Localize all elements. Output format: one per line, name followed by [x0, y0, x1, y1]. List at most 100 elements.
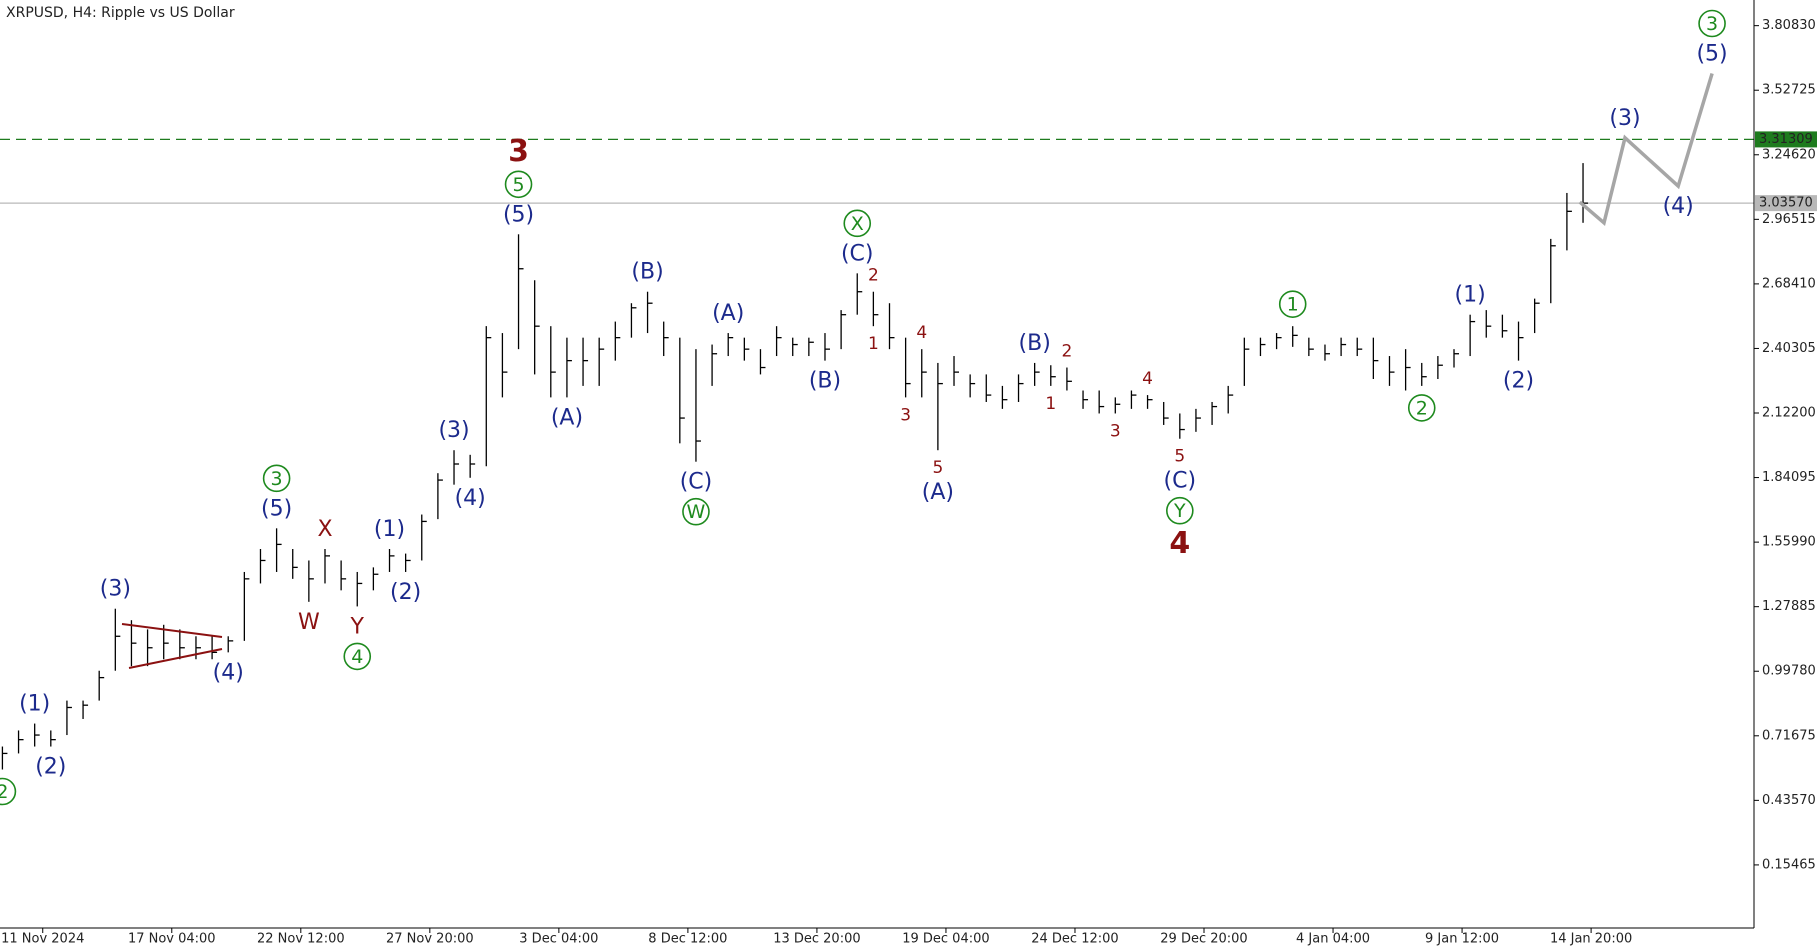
wave-circle: [343, 642, 372, 671]
y-tick-label: 1.55990: [1762, 535, 1816, 550]
wave-label: 1: [1287, 294, 1299, 316]
wave-label: (A): [922, 480, 954, 505]
wave-circle: [843, 209, 872, 238]
price-level-box: [1755, 195, 1817, 212]
x-tick-label: 3 Dec 04:00: [519, 932, 598, 947]
wave-label: (C): [680, 470, 713, 495]
wave-label: (4): [1663, 194, 1694, 219]
wave-label: (5): [1696, 42, 1727, 67]
wave-circle: [1698, 9, 1726, 38]
wave-label: (5): [503, 202, 534, 227]
y-tick-label: 2.12200: [1762, 406, 1816, 421]
wave-label: 2: [1062, 342, 1073, 362]
y-tick-label: 0.43570: [1762, 793, 1816, 808]
wave-label: Y: [350, 614, 365, 639]
forecast-line: [1578, 72, 1714, 226]
x-tick-label: 9 Jan 12:00: [1425, 932, 1499, 947]
wave-circle: [262, 464, 291, 493]
wave-label: (1): [374, 517, 405, 542]
wave-label: 3: [1706, 13, 1718, 35]
wave-label: (3): [1609, 106, 1640, 131]
price-level-box: [1755, 131, 1817, 148]
wave-label: 3: [900, 405, 911, 425]
wave-circle: [504, 170, 533, 199]
levels-layer: [0, 138, 1754, 204]
wave-label: 4: [351, 646, 363, 668]
y-tick-label: 0.71675: [1762, 728, 1816, 743]
wave-circle: [682, 497, 710, 526]
wave-label: 3: [508, 134, 529, 169]
wave-label: (A): [712, 301, 744, 326]
x-tick-label: 24 Dec 12:00: [1031, 932, 1118, 947]
wave-label: 3: [1110, 421, 1121, 441]
chart-title: XRPUSD, H4: Ripple vs US Dollar: [6, 5, 235, 21]
y-tick-label: 2.68410: [1762, 276, 1816, 291]
y-tick-label: 3.52725: [1762, 83, 1816, 98]
wave-label: 4: [916, 323, 927, 343]
x-tick-label: 22 Nov 12:00: [257, 932, 345, 947]
wave-label: (4): [213, 660, 244, 685]
wave-label: 2: [868, 266, 879, 286]
x-tick-label: 17 Nov 04:00: [128, 932, 216, 947]
wave-label: (1): [1455, 283, 1486, 308]
wave-label: 1: [1045, 394, 1056, 414]
wave-label: X: [851, 213, 864, 235]
wave-label: 4: [1169, 526, 1190, 561]
wave-label: 2: [1416, 397, 1428, 419]
wave-label: (B): [1019, 331, 1051, 356]
x-tick-label: 13 Dec 20:00: [773, 932, 860, 947]
x-tick-label: 4 Jan 04:00: [1296, 932, 1370, 947]
wave-label: 3: [271, 468, 283, 490]
y-tick-label: 1.27885: [1762, 599, 1816, 614]
triangle-line: [128, 648, 223, 669]
price-level-label: 3.31309: [1759, 132, 1813, 147]
x-tick-label: 19 Dec 04:00: [902, 932, 989, 947]
x-tick-label: 11 Nov 2024: [1, 932, 84, 947]
wave-label: (3): [100, 577, 131, 602]
y-tick-label: 0.99780: [1762, 664, 1816, 679]
labels-layer: 3.80830 3.52725 3.24620 2.96515 2.68410 2.403…: [0, 9, 1817, 947]
wave-label: (5): [261, 496, 292, 521]
wave-label: (1): [19, 692, 50, 717]
wave-label: 1: [868, 334, 879, 354]
y-tick-label: 3.80830: [1762, 18, 1816, 33]
triangle-line: [121, 623, 223, 638]
wave-label: (B): [631, 260, 663, 285]
wave-label: (B): [809, 369, 841, 394]
wave-label: (C): [1164, 469, 1197, 494]
wave-label: (4): [455, 486, 486, 511]
wave-label: 5: [1174, 447, 1185, 467]
x-tick-label: 8 Dec 12:00: [648, 932, 727, 947]
wave-circle: [1278, 290, 1307, 318]
wave-label: 4: [1142, 369, 1153, 389]
wave-circle: [1166, 496, 1194, 525]
wave-label: 2: [0, 781, 8, 803]
wave-label: (C): [841, 241, 874, 266]
y-tick-label: 2.96515: [1762, 212, 1816, 227]
wave-label: X: [317, 517, 332, 542]
wave-label: (A): [551, 405, 583, 430]
bars-layer: [1, 72, 1714, 770]
wave-label: (3): [438, 418, 469, 443]
wave-label: W: [687, 501, 706, 523]
wave-label: (2): [35, 755, 66, 780]
y-tick-label: 0.15465: [1762, 857, 1816, 872]
wave-label: Y: [1173, 500, 1186, 522]
wave-label: (2): [390, 580, 421, 605]
x-tick-label: 27 Nov 20:00: [386, 932, 474, 947]
x-tick-label: 29 Dec 20:00: [1160, 932, 1247, 947]
wave-label: (2): [1503, 369, 1534, 394]
wave-label: W: [298, 610, 320, 635]
y-tick-label: 2.40305: [1762, 341, 1816, 356]
wave-label: 5: [932, 458, 943, 478]
wave-circle: [1407, 394, 1436, 422]
wave-circle: [0, 777, 17, 806]
price-level-label: 3.03570: [1759, 196, 1813, 211]
y-tick-label: 1.84095: [1762, 470, 1816, 485]
y-tick-label: 3.24620: [1762, 147, 1816, 162]
x-tick-label: 14 Jan 20:00: [1550, 932, 1632, 947]
triangle: [121, 623, 223, 669]
